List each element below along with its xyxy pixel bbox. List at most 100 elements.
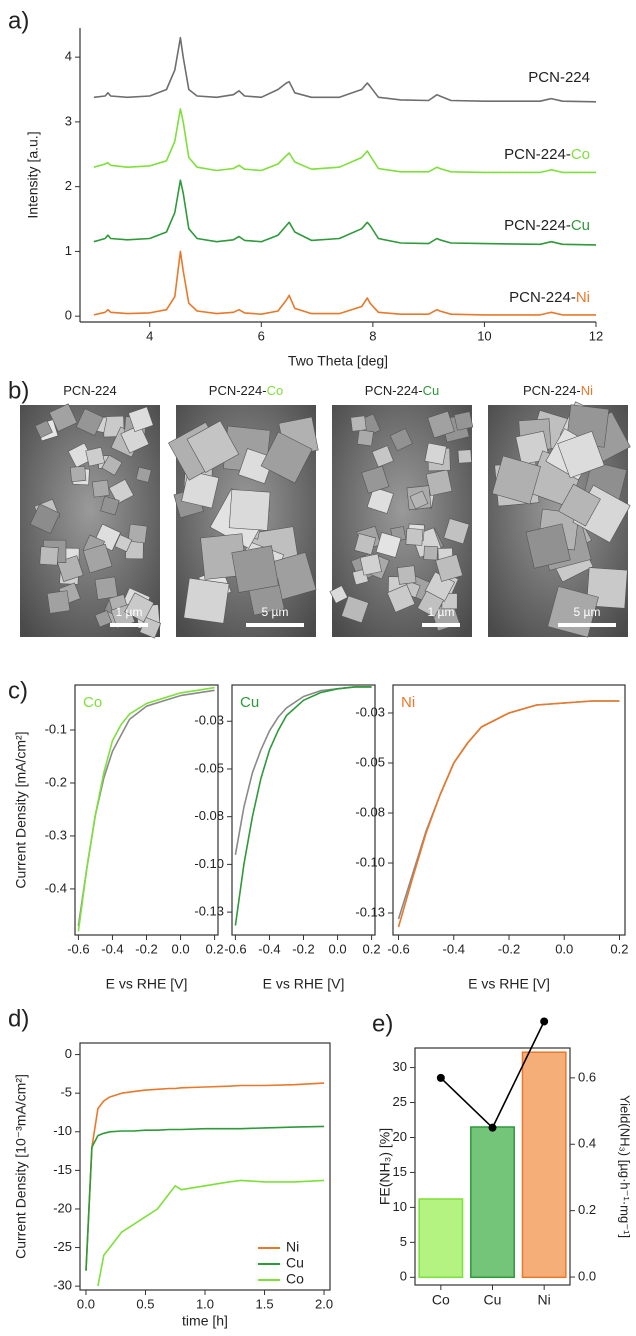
plot-3: -0.6 -0.4 -0.2 0.0 0.2 -0.03 -0.05 -0.08 -0.10 -0… bbox=[194, 684, 381, 992]
x-axis-label: E vs RHE [V] bbox=[468, 976, 550, 992]
y-tick-label: -30 bbox=[53, 1278, 72, 1293]
x-tick-label: 12 bbox=[589, 328, 603, 343]
x-tick-label: -0.6 bbox=[67, 941, 89, 956]
sem-crystal bbox=[70, 465, 87, 483]
sem-crystal bbox=[354, 533, 377, 556]
sem-title-base: PCN-224 bbox=[63, 383, 116, 398]
x-tick-label: 6 bbox=[258, 328, 265, 343]
sem-crystal bbox=[359, 553, 382, 576]
y-tick-label: -0.3 bbox=[45, 827, 67, 842]
sem-crystal bbox=[371, 445, 394, 468]
scale-bar-label: 1 µm bbox=[116, 605, 143, 619]
sem-title: PCN-224-Ni bbox=[523, 383, 593, 398]
x-tick-label: -0.2 bbox=[498, 941, 520, 956]
y-tick-label: 20 bbox=[393, 1129, 407, 1144]
sem-image: 5 µm bbox=[168, 405, 319, 637]
x-tick-label: -0.4 bbox=[101, 941, 123, 956]
x-tick-label: 0.2 bbox=[206, 941, 224, 956]
y-tick-label: -0.10 bbox=[355, 854, 385, 869]
panel-label: b) bbox=[8, 377, 29, 404]
sem-image: 1 µm bbox=[20, 403, 161, 639]
sem-title-metal: Co bbox=[267, 383, 284, 398]
sem-crystal bbox=[329, 585, 349, 604]
sem-crystal bbox=[238, 448, 274, 485]
sem-crystal bbox=[525, 523, 571, 569]
x-tick-label: -0.6 bbox=[224, 941, 246, 956]
data-line bbox=[93, 179, 597, 246]
sem-title: PCN-224-Co bbox=[209, 383, 283, 398]
yield-point bbox=[540, 1017, 549, 1026]
sem-title: PCN-224-Cu bbox=[365, 383, 439, 398]
sem-crystal bbox=[29, 503, 61, 534]
series-label: PCN-224-Cu bbox=[504, 217, 590, 234]
sem-title-base: PCN-224- bbox=[365, 383, 423, 398]
sem-crystal bbox=[94, 610, 113, 628]
sem-crystal bbox=[375, 532, 402, 558]
y-tick-label: -0.05 bbox=[194, 760, 224, 775]
y2-tick-label: 0.4 bbox=[578, 1136, 596, 1151]
y-axis-label: Intensity [a.u.] bbox=[25, 131, 41, 218]
data-line bbox=[97, 1179, 325, 1287]
plot-4: -0.6 -0.4 -0.2 0.0 0.2 -0.03 -0.05 -0.08 -0.10 -0… bbox=[355, 684, 629, 992]
data-line bbox=[77, 686, 215, 932]
yield-point bbox=[436, 1073, 445, 1082]
series-label: PCN-224 bbox=[528, 69, 590, 86]
sem-crystal bbox=[91, 479, 110, 498]
y-tick-label: 1 bbox=[65, 243, 72, 258]
sem-title-base: PCN-224- bbox=[209, 383, 267, 398]
y-tick-label: 25 bbox=[393, 1094, 407, 1109]
y-tick-label: -0.2 bbox=[45, 774, 67, 789]
sem-crystal bbox=[186, 420, 240, 473]
panel-label: c) bbox=[8, 677, 28, 704]
data-line bbox=[85, 1082, 325, 1271]
x-tick-label: Ni bbox=[538, 1292, 551, 1308]
panel-label: e) bbox=[372, 1010, 393, 1037]
sem-crystal bbox=[108, 478, 134, 505]
sem-crystal bbox=[120, 424, 150, 454]
x-tick-label: -0.2 bbox=[135, 941, 157, 956]
y-tick-label: 4 bbox=[65, 49, 72, 64]
sem-crystal bbox=[356, 429, 374, 447]
y-axis-label: FE(NH₃) [%] bbox=[377, 1128, 393, 1205]
sem-image: 1 µm bbox=[329, 405, 474, 637]
y-tick-label: 0 bbox=[65, 1046, 72, 1061]
sem-crystal bbox=[101, 454, 123, 476]
y-tick-label: -0.4 bbox=[45, 880, 67, 895]
y-tick-label: -0.13 bbox=[355, 904, 385, 919]
y2-tick-label: 0.6 bbox=[578, 1069, 596, 1084]
x-tick-label: 0.2 bbox=[363, 941, 381, 956]
y-tick-label: 3 bbox=[65, 113, 72, 128]
sem-crystal bbox=[94, 576, 118, 600]
x-tick-label: 0.0 bbox=[329, 941, 347, 956]
legend-label: Cu bbox=[286, 1255, 304, 1271]
x-tick-label: 8 bbox=[369, 328, 376, 343]
x-tick-label: 1.5 bbox=[255, 1296, 273, 1311]
x-axis-label: E vs RHE [V] bbox=[106, 976, 188, 992]
y-axis-label: Current Density [10⁻³mA/cm²] bbox=[13, 1074, 29, 1259]
sem-crystal bbox=[386, 584, 416, 613]
plot-2: -0.6 -0.4 -0.2 0.0 0.2 -0.1 -0.2 -0.3 -0.4 E vs R… bbox=[8, 677, 224, 991]
y-tick-label: -10 bbox=[53, 1123, 72, 1138]
scale-bar-label: 1 µm bbox=[428, 605, 455, 619]
x-tick-label: -0.2 bbox=[292, 941, 314, 956]
sem-crystal bbox=[423, 545, 439, 561]
sem-crystal bbox=[435, 554, 463, 582]
sem-crystal bbox=[397, 565, 417, 585]
data-line bbox=[234, 686, 372, 926]
y-tick-label: -0.05 bbox=[355, 754, 385, 769]
series-name: PCN-224- bbox=[509, 289, 576, 306]
sem-crystal bbox=[181, 470, 220, 509]
data-line bbox=[397, 700, 620, 920]
y-tick-label: 10 bbox=[393, 1199, 407, 1214]
y-tick-label: -0.10 bbox=[194, 856, 224, 871]
x-tick-label: -0.6 bbox=[387, 941, 409, 956]
y-tick-label: -5 bbox=[60, 1085, 72, 1100]
x-tick-label: 0.0 bbox=[77, 1296, 95, 1311]
sem-crystal bbox=[453, 411, 474, 431]
sem-crystal bbox=[491, 455, 541, 505]
y-axis-label: Current Density [mA/cm²] bbox=[13, 731, 29, 888]
data-line bbox=[85, 1125, 325, 1271]
x-axis-label: Two Theta [deg] bbox=[288, 353, 388, 369]
sem-crystal bbox=[49, 403, 78, 432]
